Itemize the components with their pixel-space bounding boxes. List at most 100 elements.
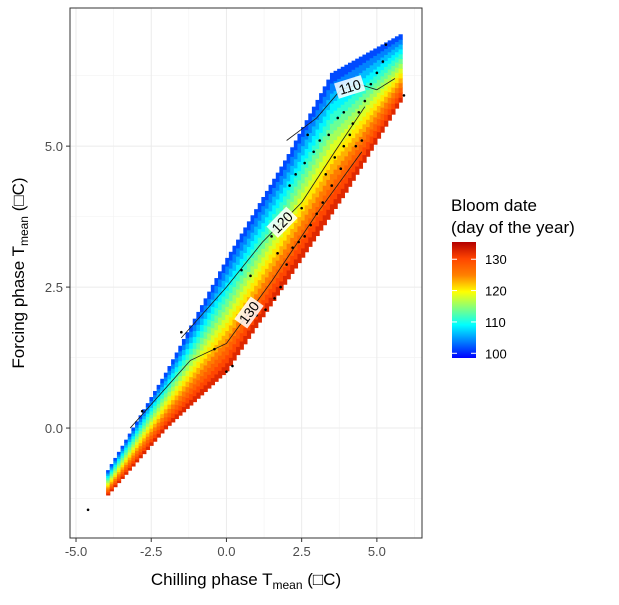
heatmap-tile [355,108,360,118]
heatmap-tile [250,265,255,275]
heatmap-tile [340,104,345,115]
heatmap-tile [138,442,143,447]
heatmap-tile [214,322,219,331]
heatmap-tile [366,82,371,91]
heatmap-tile [293,149,299,160]
heatmap-tile [394,56,400,63]
heatmap-tile [160,378,165,384]
heatmap-tile [138,427,143,432]
heatmap-tile [171,359,176,365]
heatmap-tile [268,193,273,203]
heatmap-tile [171,381,176,387]
heatmap-tile [315,177,320,188]
heatmap-tile [275,198,280,209]
heatmap-tile [398,92,403,98]
heatmap-tile [329,143,335,154]
heatmap-tile [218,278,223,288]
observation-point [270,235,273,238]
heatmap-tile [203,364,208,373]
heatmap-tile [185,402,190,409]
heatmap-tile [366,52,371,61]
heatmap-tile [243,227,248,237]
observation-point [276,251,279,255]
heatmap-tile [376,111,382,120]
heatmap-tile [261,256,266,266]
heatmap-tile [192,342,197,349]
heatmap-tile [142,447,147,451]
heatmap-tile [376,105,382,113]
heatmap-tile [210,377,216,386]
heatmap-tile [189,382,194,389]
heatmap-tile [286,171,291,182]
observation-point [336,116,340,120]
heatmap-tile [311,116,317,127]
heatmap-tile [181,338,187,345]
heatmap-tile [272,239,277,249]
heatmap-tile [127,451,132,456]
heatmap-tile [239,291,244,301]
heatmap-tile [275,172,280,182]
heatmap-tile [236,329,241,339]
heatmap-tile [254,268,259,278]
heatmap-tile [384,120,389,127]
heatmap-tile [149,434,154,439]
heatmap-tile [264,268,270,278]
heatmap-tile [391,43,396,50]
heatmap-tile [322,106,327,117]
heatmap-tile [142,412,147,417]
heatmap-tile [142,440,147,445]
heatmap-tile [134,441,140,446]
heatmap-tile [163,408,169,414]
heatmap-tile [279,201,284,212]
observation-point [318,139,322,142]
heatmap-tile [319,181,324,192]
heatmap-tile [293,167,299,178]
heatmap-tile [109,485,114,488]
heatmap-tile [156,407,161,412]
heatmap-tile [239,250,244,259]
heatmap-tile [221,343,226,352]
heatmap-tile [218,370,223,379]
heatmap-tile [196,385,201,393]
heatmap-tile [163,392,169,398]
heatmap-tile [366,104,371,113]
heatmap-tile [124,459,129,463]
heatmap-tile [221,303,226,313]
heatmap-tile [124,454,129,458]
heatmap-tile [261,222,266,232]
heatmap-tile [329,103,335,114]
heatmap-tile [131,449,136,453]
heatmap-tile [174,366,179,372]
heatmap-tile [290,156,295,166]
heatmap-tile [214,300,219,309]
heatmap-tile [322,204,327,216]
heatmap-tile [153,426,158,431]
heatmap-tile [279,254,284,264]
heatmap-tile [246,271,252,281]
heatmap-tile [131,457,136,462]
heatmap-tile [109,479,114,482]
heatmap-tile [116,467,122,470]
heatmap-tile [250,215,255,225]
heatmap-tile [145,413,151,417]
heatmap-tile [369,114,374,123]
heatmap-tile [181,370,187,376]
heatmap-tile [398,34,403,40]
heatmap-tile [254,242,259,253]
heatmap-tile [344,64,349,75]
heatmap-tile [160,394,165,399]
heatmap-tile [293,222,299,233]
heatmap-tile [387,102,392,110]
heatmap-tile [160,417,165,422]
heatmap-tile [120,455,125,459]
heatmap-tile [116,464,122,468]
heatmap-tile [329,183,335,195]
heatmap-tile [250,274,255,284]
heatmap-tile [142,409,147,413]
heatmap-tile [243,235,248,245]
heatmap-tile [134,435,140,440]
heatmap-tile [333,100,338,111]
heatmap-tile [138,454,143,459]
heatmap-tile [167,387,172,393]
heatmap-tile [380,125,385,133]
